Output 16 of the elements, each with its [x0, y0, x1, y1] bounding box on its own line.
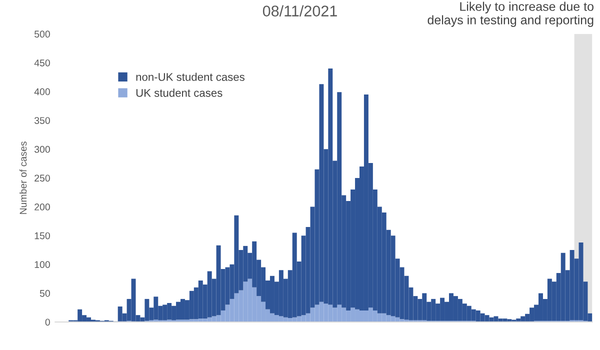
y-tick-label: 200 — [34, 204, 50, 210]
chart-title: 08/11/2021 — [262, 5, 337, 16]
y-tick-label: 100 — [34, 261, 50, 268]
y-tick-label: 50 — [40, 290, 50, 297]
y-tick-label: 0 — [45, 318, 50, 326]
y-tick-label: 250 — [34, 174, 50, 182]
y-axis-title: Number of cases — [20, 142, 27, 214]
y-tick-label: 400 — [34, 88, 50, 96]
y-tick-label: 450 — [34, 59, 50, 66]
text: Likely to increase due to delays in testing and reporting — [428, 2, 594, 27]
y-tick-label: 500 — [34, 30, 50, 38]
y-tick-label: 150 — [34, 232, 50, 240]
y-tick-label: 300 — [34, 146, 50, 153]
legend-label: UK student cases — [136, 88, 222, 97]
y-tick-label: 350 — [34, 117, 50, 124]
legend-label: non-UK student cases — [136, 72, 244, 81]
